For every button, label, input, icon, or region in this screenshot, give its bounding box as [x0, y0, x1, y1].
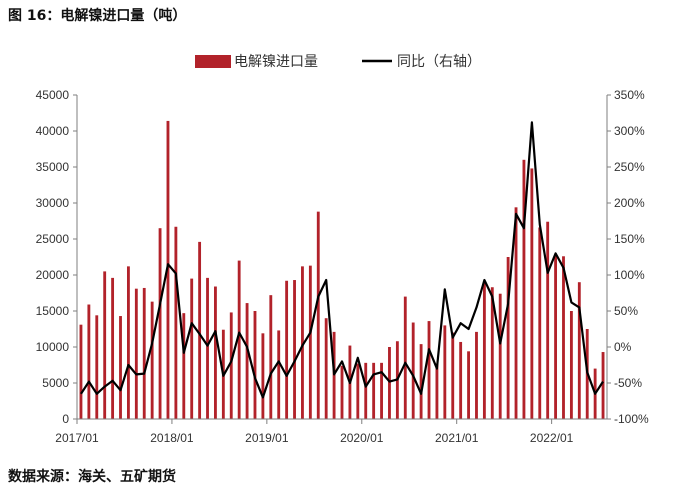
- bar: [443, 325, 447, 419]
- x-tick-label: 2019/01: [245, 431, 289, 445]
- left-tick-label: 30000: [36, 196, 70, 210]
- bar: [324, 318, 328, 419]
- bar: [229, 312, 233, 419]
- bar: [316, 211, 320, 419]
- page-title: 图 16：电解镍进口量（吨）: [8, 8, 187, 24]
- bar: [498, 293, 502, 419]
- bar: [95, 315, 99, 419]
- bar: [190, 278, 194, 419]
- bar: [245, 303, 249, 419]
- bar: [546, 221, 550, 419]
- left-tick-label: 40000: [36, 124, 70, 138]
- left-tick-label: 5000: [42, 376, 69, 390]
- bar: [198, 241, 202, 419]
- bar: [467, 351, 470, 419]
- bar: [419, 344, 423, 419]
- bar: [285, 280, 289, 419]
- bar: [206, 277, 209, 419]
- left-tick-label: 0: [62, 412, 69, 426]
- x-tick-label: 2018/01: [150, 431, 194, 445]
- bar: [554, 254, 558, 419]
- x-tick-label: 2020/01: [340, 431, 384, 445]
- bar: [490, 287, 494, 419]
- bar: [569, 311, 573, 419]
- bar: [506, 257, 510, 419]
- bar: [435, 363, 439, 419]
- left-tick-label: 20000: [36, 268, 70, 282]
- right-tick-label: 0%: [614, 340, 632, 354]
- bar: [459, 341, 463, 419]
- bar: [237, 260, 241, 419]
- bar: [253, 311, 257, 419]
- bar: [562, 256, 565, 419]
- bar: [182, 313, 186, 419]
- bar: [103, 271, 107, 419]
- bar: [577, 282, 581, 419]
- left-tick-label: 10000: [36, 340, 70, 354]
- bar: [301, 266, 304, 419]
- x-tick-label: 2022/01: [530, 431, 574, 445]
- bar: [293, 280, 296, 419]
- bar: [308, 265, 312, 419]
- bar: [538, 227, 542, 419]
- right-tick-label: 150%: [614, 232, 645, 246]
- bar: [403, 296, 407, 419]
- source-note: 数据来源：海关、五矿期货: [8, 469, 176, 485]
- yoy-line: [80, 121, 604, 399]
- bar: [111, 277, 115, 419]
- x-tick-label: 2021/01: [435, 431, 479, 445]
- left-tick-label: 25000: [36, 232, 70, 246]
- bar: [388, 347, 391, 419]
- bar: [214, 286, 217, 419]
- bar: [340, 365, 344, 419]
- bar: [126, 266, 130, 419]
- bar: [269, 295, 273, 419]
- bar: [119, 316, 122, 419]
- bar: [261, 333, 265, 419]
- bar: [277, 330, 281, 419]
- bar: [451, 332, 455, 419]
- right-tick-label: 350%: [614, 88, 645, 102]
- legend-label-bar: 电解镍进口量: [234, 54, 318, 70]
- right-tick-label: 100%: [614, 268, 645, 282]
- x-tick-label: 2017/01: [55, 431, 99, 445]
- left-tick-label: 45000: [36, 88, 70, 102]
- right-tick-label: 200%: [614, 196, 645, 210]
- bar: [380, 362, 383, 419]
- bar: [427, 321, 431, 419]
- bar: [475, 331, 478, 419]
- bar: [530, 168, 534, 419]
- bar: [174, 226, 178, 419]
- bar: [364, 362, 368, 419]
- right-tick-label: 250%: [614, 160, 645, 174]
- right-tick-label: 300%: [614, 124, 645, 138]
- right-tick-label: 50%: [614, 304, 638, 318]
- left-tick-label: 15000: [36, 304, 70, 318]
- legend-swatch-bar: [195, 55, 231, 68]
- bar: [482, 281, 486, 419]
- right-tick-label: -50%: [614, 376, 642, 390]
- legend-label-line: 同比（右轴）: [397, 54, 481, 70]
- bar: [514, 207, 518, 419]
- bar: [79, 324, 83, 419]
- bar: [356, 363, 360, 419]
- bar: [158, 228, 162, 419]
- bar: [522, 159, 526, 420]
- bar: [411, 322, 415, 419]
- bar: [134, 288, 138, 419]
- bar: [372, 362, 376, 419]
- bar: [601, 352, 605, 419]
- bar: [150, 301, 154, 419]
- bar: [87, 304, 91, 419]
- bar: [142, 287, 146, 419]
- right-tick-label: -100%: [614, 412, 649, 426]
- left-tick-label: 35000: [36, 160, 70, 174]
